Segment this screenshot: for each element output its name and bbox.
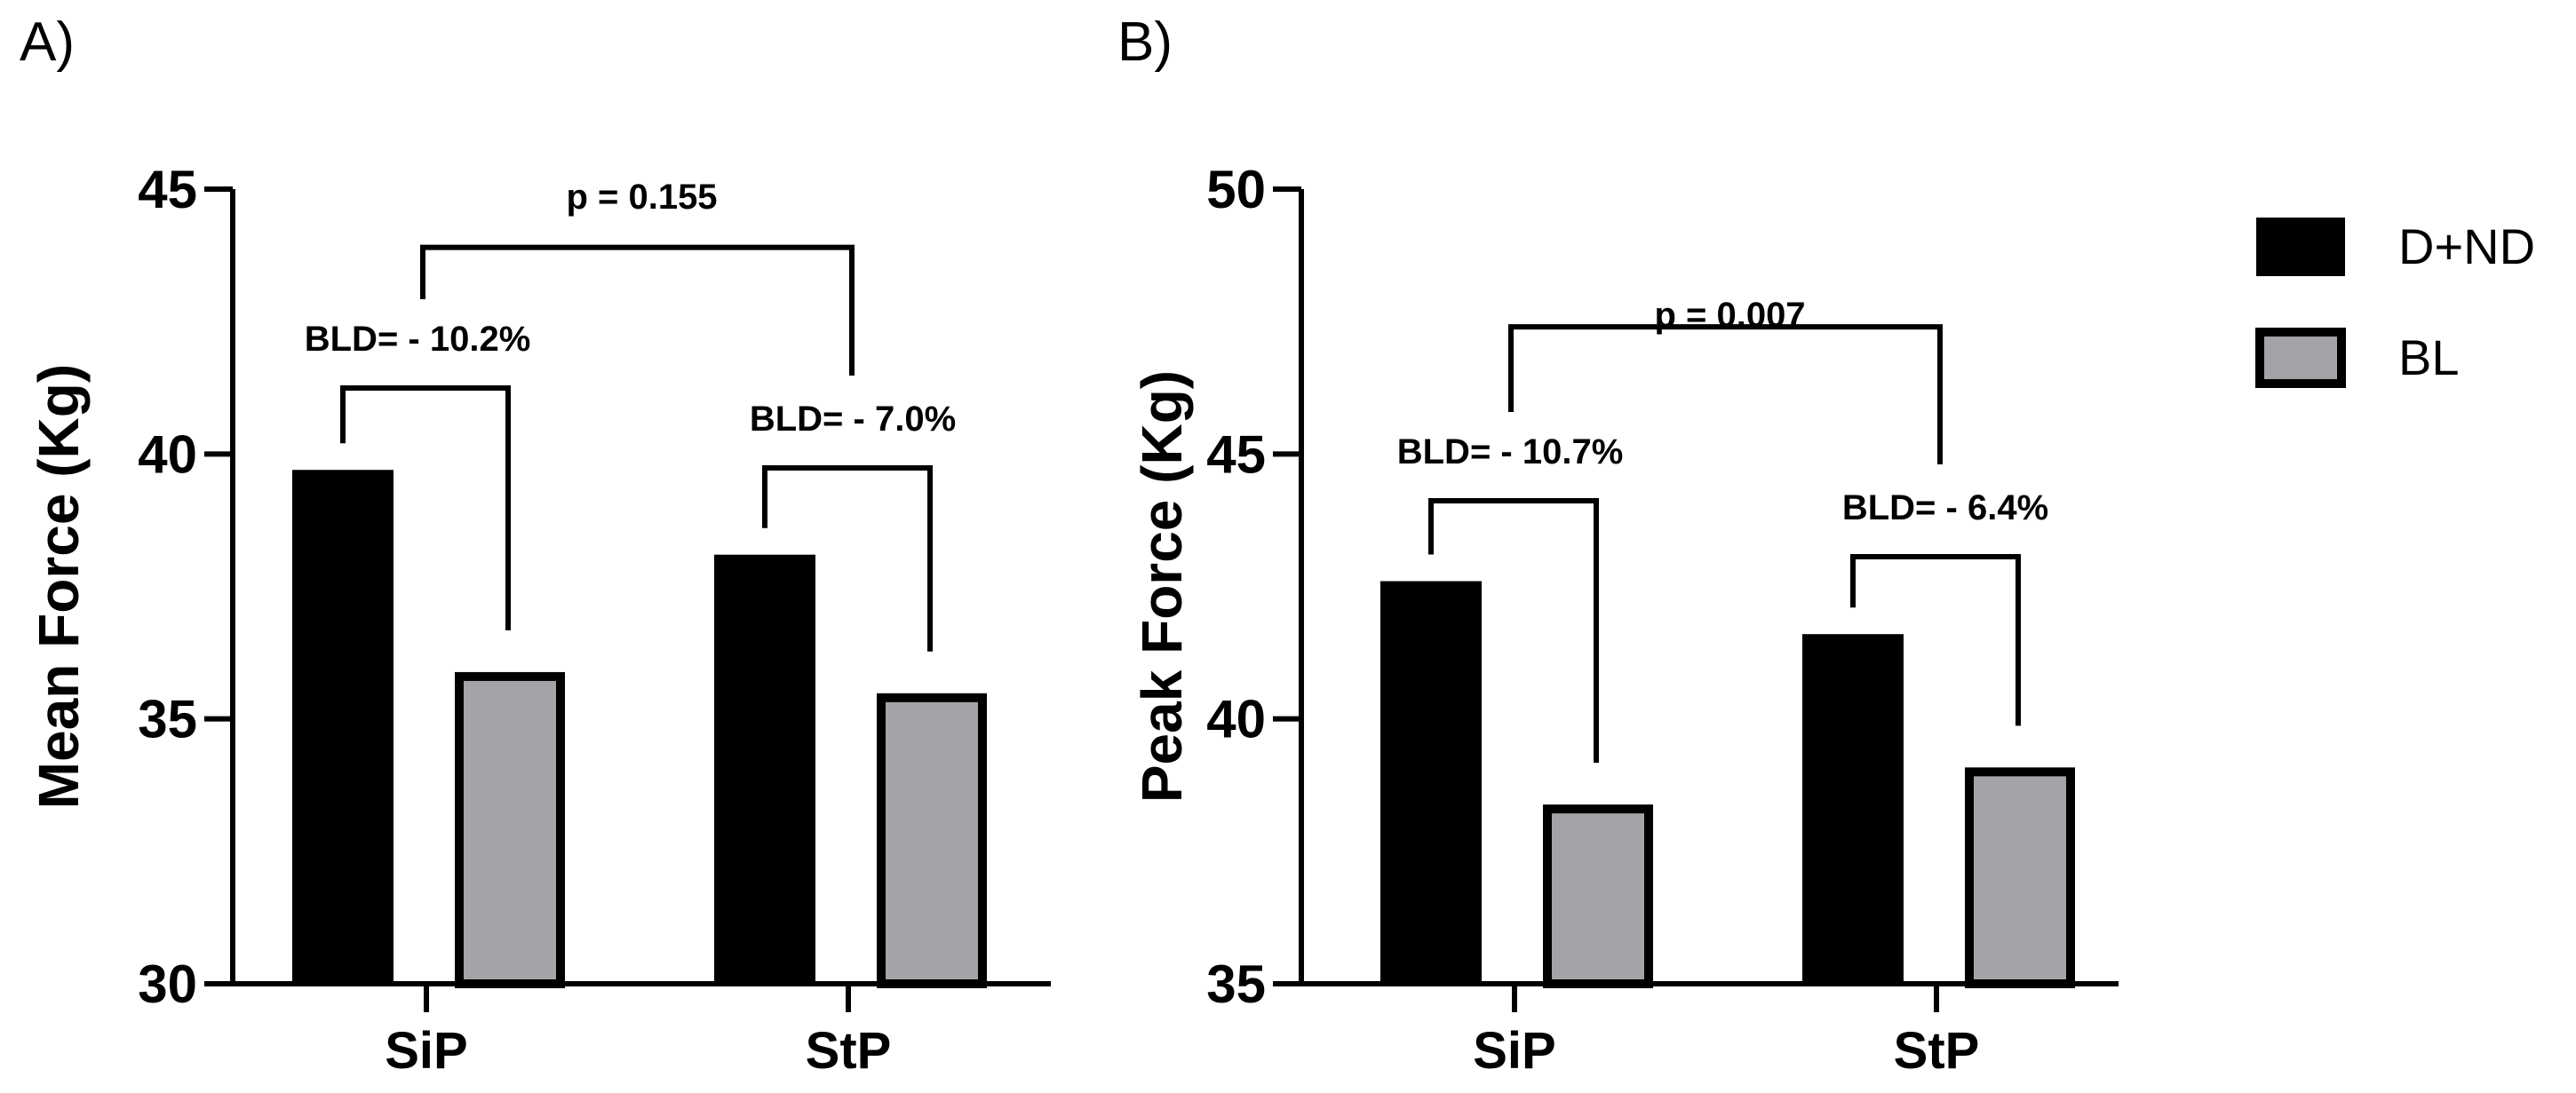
bld-bracket xyxy=(1850,554,2021,726)
bar-d-nd xyxy=(292,470,394,984)
bar-bl xyxy=(1965,767,2075,988)
y-tick-label: 45 xyxy=(138,160,197,219)
bar-d-nd xyxy=(1380,581,1482,984)
comparison-bracket xyxy=(420,244,855,376)
bld-annotation: BLD= - 10.2% xyxy=(305,320,531,359)
comparison-bracket xyxy=(1508,324,1943,464)
y-axis-title: Mean Force (Kg) xyxy=(27,364,91,809)
x-tick-label: StP xyxy=(806,1022,892,1080)
bar-bl xyxy=(1543,804,1653,988)
panel-label: A) xyxy=(20,12,75,73)
y-axis-title: Peak Force (Kg) xyxy=(1130,370,1194,803)
bld-bracket xyxy=(340,385,511,630)
y-tick-label: 35 xyxy=(138,690,197,749)
bld-annotation: BLD= - 7.0% xyxy=(750,400,956,439)
bld-bracket xyxy=(762,465,933,652)
legend-swatch xyxy=(2255,328,2346,388)
bld-bracket xyxy=(1428,498,1599,764)
y-tick-label: 35 xyxy=(1206,954,1266,1014)
bld-annotation: BLD= - 10.7% xyxy=(1397,432,1624,471)
x-tick-label: SiP xyxy=(385,1022,468,1080)
bar-bl xyxy=(455,671,565,989)
bar-d-nd xyxy=(1802,634,1904,984)
bar-d-nd xyxy=(714,554,815,984)
legend-swatch xyxy=(2256,218,2345,276)
p-value-annotation: p = 0.007 xyxy=(1654,296,1805,335)
p-value-annotation: p = 0.155 xyxy=(566,178,717,217)
y-tick-label: 30 xyxy=(138,954,197,1014)
x-tick-label: StP xyxy=(1894,1022,1980,1080)
y-tick-label: 40 xyxy=(138,424,197,484)
legend-label: D+ND xyxy=(2398,218,2535,274)
panel-label: B) xyxy=(1117,12,1173,73)
y-tick-label: 40 xyxy=(1206,690,1266,749)
panel-a: A) Mean Force (Kg) 30 35 40 45 SiP StP BLD= - 10… xyxy=(20,12,1051,1080)
bar-bl xyxy=(877,693,987,988)
y-tick-label: 45 xyxy=(1206,424,1266,484)
legend: D+ND BL xyxy=(2255,218,2535,388)
bld-annotation: BLD= - 6.4% xyxy=(1842,488,2048,527)
x-tick-label: SiP xyxy=(1473,1022,1556,1080)
legend-label: BL xyxy=(2398,329,2460,385)
panel-b: B) Peak Force (Kg) 35 40 45 50 SiP StP BLD= - 10… xyxy=(1117,12,2119,1080)
y-tick-label: 50 xyxy=(1206,160,1266,219)
